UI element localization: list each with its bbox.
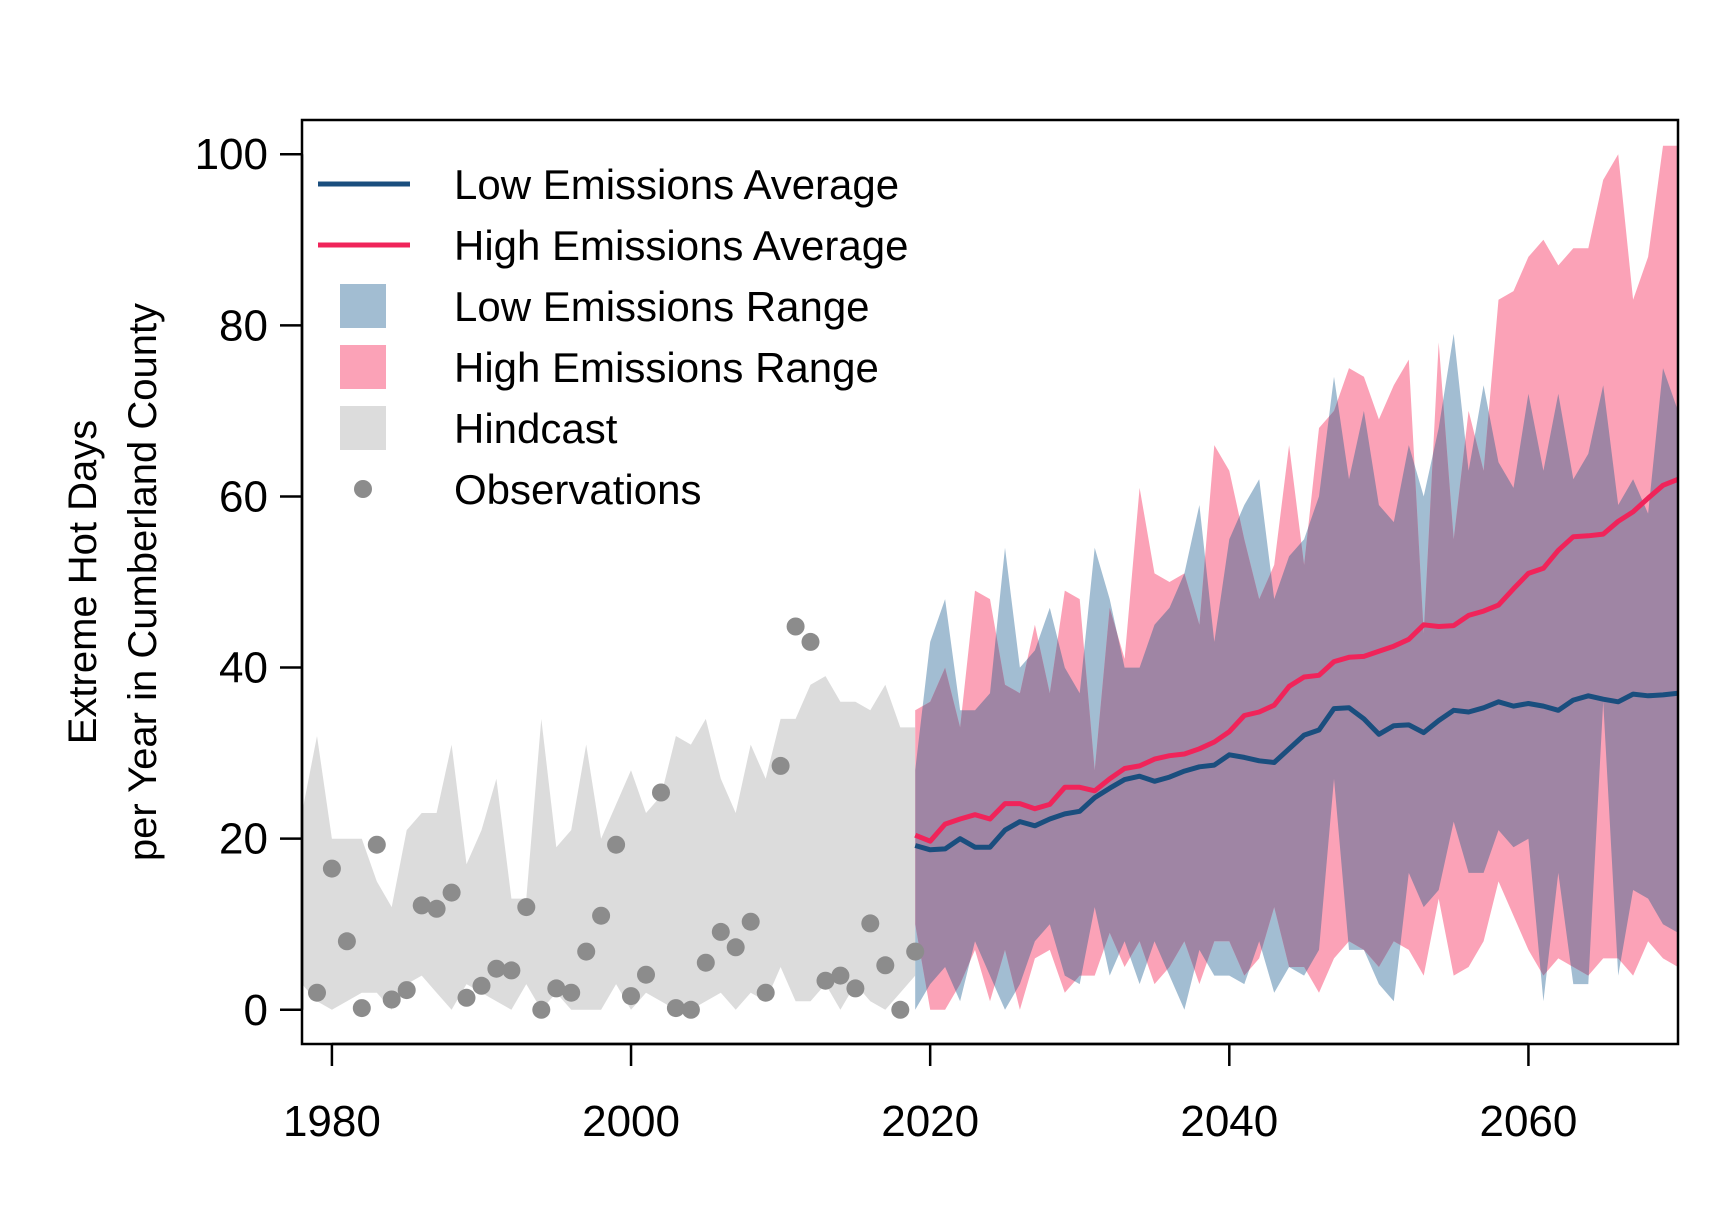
y-tick-label: 100: [195, 130, 268, 179]
observation-point: [816, 971, 835, 990]
y-tick-label: 60: [219, 472, 268, 521]
observation-point: [771, 756, 790, 775]
y-tick-label: 20: [219, 815, 268, 864]
legend-point-swatch: [354, 480, 372, 498]
observation-point: [622, 987, 640, 1006]
observation-point: [337, 932, 356, 951]
observation-point: [322, 859, 341, 878]
observation-point: [592, 906, 611, 925]
observation-point: [681, 1000, 700, 1019]
legend-item: Hindcast: [340, 405, 618, 452]
observation-point: [367, 835, 386, 854]
y-axis-title: Extreme Hot Days per Year in Cumberland C…: [61, 303, 165, 861]
range-overlap-band: [915, 333, 1678, 1010]
legend: Low Emissions Average High Emissions Aver…: [318, 161, 908, 513]
observation-point: [502, 961, 521, 980]
observation-point: [786, 617, 805, 636]
observation-point: [547, 979, 566, 998]
observation-point: [831, 966, 850, 985]
y-tick-label: 40: [219, 644, 268, 693]
observations-layer: [308, 617, 925, 1019]
observation-point: [711, 922, 730, 941]
x-tick-label: 2060: [1479, 1097, 1577, 1146]
observation-point: [487, 959, 506, 978]
high-emissions-average-line: [914, 476, 1678, 844]
x-tick-label: 2000: [582, 1097, 680, 1146]
legend-label: Low Emissions Average: [454, 161, 899, 208]
observation-point: [577, 942, 596, 961]
x-tick-label: 2040: [1180, 1097, 1278, 1146]
legend-label: High Emissions Average: [454, 222, 908, 269]
observation-point: [412, 896, 431, 915]
observation-point: [532, 1000, 551, 1019]
x-tick-label: 1980: [283, 1097, 381, 1146]
y-axis-title-line: Extreme Hot Days: [61, 420, 105, 745]
x-tick-label: 2020: [881, 1097, 979, 1146]
observation-point: [906, 942, 925, 961]
observation-point: [308, 983, 326, 1002]
observation-point: [876, 956, 895, 975]
legend-item: Low Emissions Average: [318, 161, 899, 208]
observation-point: [472, 976, 491, 995]
observation-point: [726, 938, 745, 957]
observation-point: [861, 914, 880, 933]
legend-label: Observations: [454, 466, 701, 513]
y-tick-label: 0: [244, 986, 268, 1035]
legend-item: High Emissions Range: [340, 344, 879, 391]
legend-box-swatch: [340, 284, 386, 328]
observation-point: [562, 983, 581, 1002]
legend-label: High Emissions Range: [454, 344, 879, 391]
legend-item: High Emissions Average: [318, 222, 908, 269]
observation-point: [846, 979, 865, 998]
emissions-range-layer: [915, 145, 1678, 1010]
observation-point: [457, 988, 476, 1007]
observation-point: [652, 783, 670, 802]
low-emissions-average-line: [914, 690, 1678, 853]
observation-point: [352, 999, 371, 1018]
axes-layer: 1980 2000 2020 2040 2060020406080100Extreme …: [61, 130, 1577, 1146]
average-lines-layer: [914, 476, 1678, 853]
observation-point: [801, 632, 820, 651]
legend-box-swatch: [340, 345, 386, 389]
observation-point: [756, 983, 775, 1002]
observation-point: [427, 899, 446, 918]
observation-point: [397, 981, 416, 1000]
y-tick-label: 80: [219, 301, 268, 350]
observation-point: [382, 990, 401, 1009]
observation-point: [607, 835, 626, 854]
legend-item: Low Emissions Range: [340, 283, 870, 330]
observation-point: [517, 898, 536, 917]
legend-box-swatch: [340, 406, 386, 450]
legend-label: Hindcast: [454, 405, 618, 452]
observation-point: [637, 965, 655, 984]
observation-point: [741, 912, 760, 931]
observation-point: [666, 999, 685, 1018]
observation-point: [696, 953, 715, 972]
y-axis-title-line: per Year in Cumberland County: [121, 303, 165, 861]
legend-label: Low Emissions Range: [454, 283, 870, 330]
observation-point: [442, 883, 461, 902]
observation-point: [891, 1000, 910, 1019]
legend-item: Observations: [354, 466, 701, 513]
